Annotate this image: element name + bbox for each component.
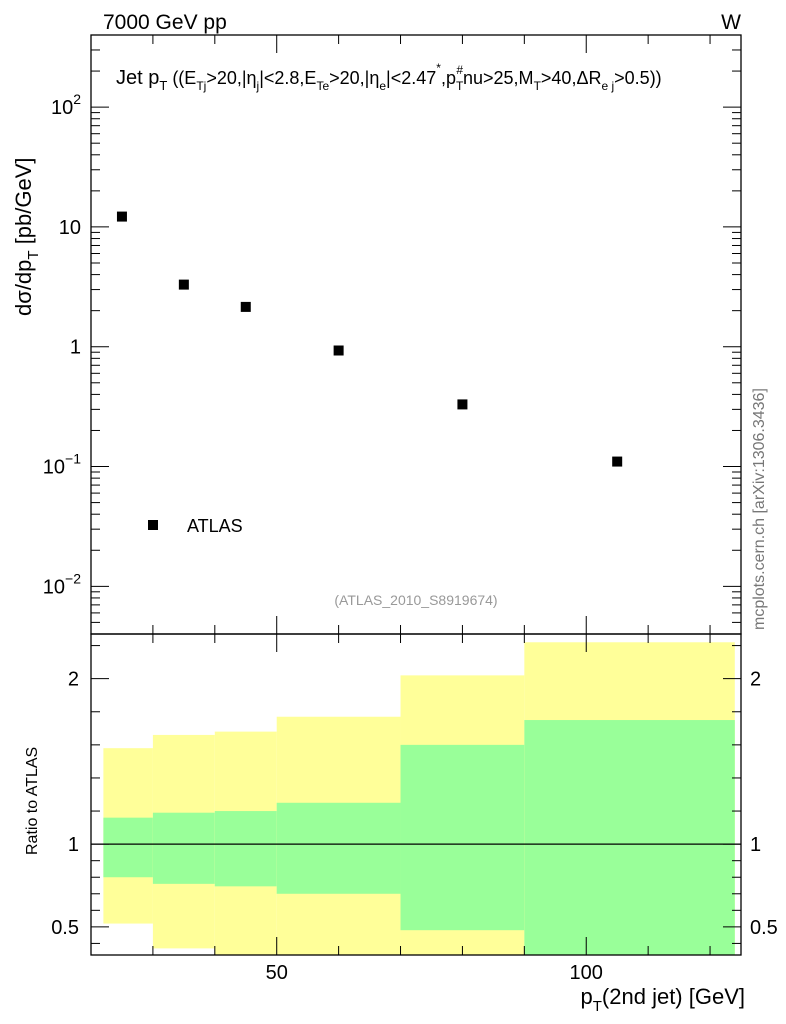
legend: ATLAS (148, 516, 243, 536)
data-point (178, 279, 189, 290)
ratio-x-ticks: 50 100 (152, 634, 711, 984)
data-point (333, 345, 344, 356)
ratio-y-tick-label-right: 1 (750, 834, 761, 856)
y-tick-label: 10−2 (43, 570, 81, 598)
y-tick-label: 10−1 (43, 451, 81, 479)
ratio-inner-band (214, 811, 277, 887)
main-y-ticks: 10−2 10−1 1 10 102 (43, 34, 741, 635)
data-point (240, 301, 251, 312)
ratio-y-tick-label: 0.5 (51, 917, 79, 939)
ratio-inner-band (400, 744, 525, 931)
y-tick-label: 102 (51, 91, 81, 119)
ratio-plot-frame (90, 633, 742, 956)
data-point (457, 399, 468, 410)
main-plot-frame (90, 34, 742, 635)
plot-title: Jet pT ((ETj>20,|ηj|<2.8,ETe>20,|ηe|<2.4… (116, 61, 662, 93)
y-axis-label: dσ/dpT [pb/GeV] (11, 157, 42, 316)
y-tick-label: 1 (70, 337, 81, 359)
ratio-inner-band (276, 802, 401, 894)
x-tick-label: 50 (266, 962, 288, 984)
ratio-inner-band (103, 817, 153, 878)
energy-beam-label: 7000 GeV pp (103, 11, 227, 34)
ratio-y-tick-label-right: 2 (750, 669, 761, 691)
ratio-inner-band (524, 720, 735, 955)
ratio-y-tick-label: 2 (68, 669, 79, 691)
legend-marker (148, 520, 158, 530)
data-point (116, 211, 127, 222)
atlas-data-points (116, 211, 623, 467)
ratio-y-tick-label-right: 0.5 (750, 917, 778, 939)
ratio-y-tick-label: 1 (68, 834, 79, 856)
y-tick-label: 10 (59, 217, 81, 239)
ratio-y-ticks: 0.5 0.5 1 1 2 2 (51, 645, 778, 944)
ratio-y-axis-label: Ratio to ATLAS (24, 747, 41, 855)
ratio-inner-band (152, 812, 215, 884)
process-label: W (721, 11, 741, 34)
ratio-bands (103, 642, 735, 955)
ratio-plot: 0.5 0.5 1 1 2 2 50 100 Ratio to ATLAS pT(2nd j… (24, 633, 778, 1015)
data-point (612, 456, 623, 467)
x-axis-label: pT(2nd jet) [GeV] (581, 984, 746, 1015)
side-label: mcplots.cern.ch [arXiv:1306.3436] (751, 388, 768, 630)
main-plot: 10−2 10−1 1 10 102 Jet pT ((ETj>20,|ηj|<2.8,… (11, 34, 742, 635)
legend-label: ATLAS (187, 516, 243, 536)
analysis-id: (ATLAS_2010_S8919674) (334, 592, 497, 608)
x-tick-label: 100 (570, 962, 603, 984)
main-x-ticks (152, 35, 711, 634)
